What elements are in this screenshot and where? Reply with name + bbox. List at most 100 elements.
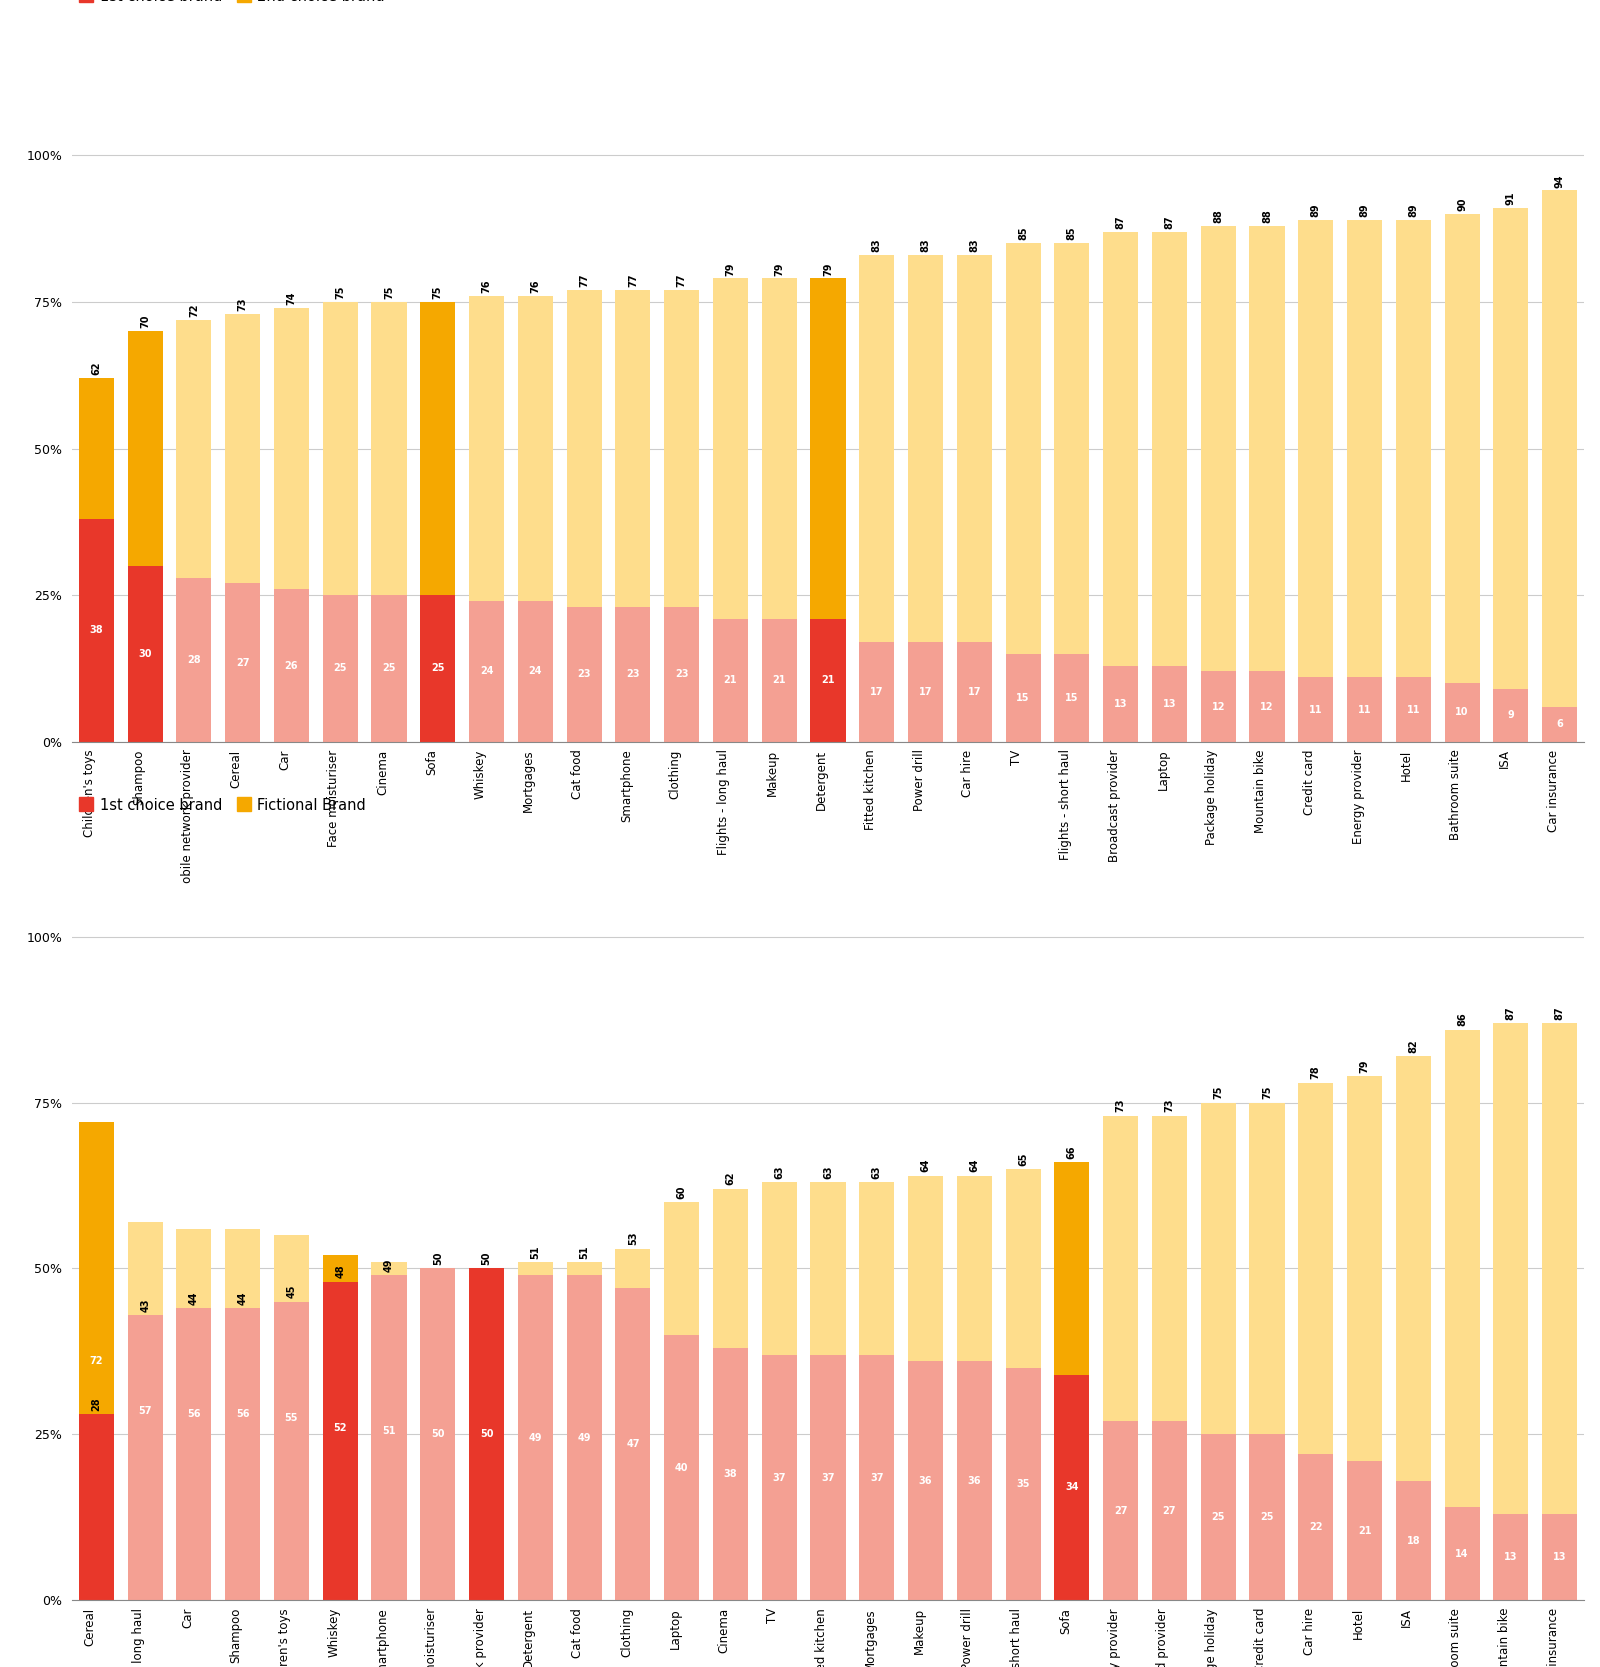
Text: 64: 64 [920, 1159, 931, 1172]
Bar [274, 590, 309, 742]
Bar [226, 1229, 261, 1309]
Text: 87: 87 [1165, 215, 1174, 228]
Bar [811, 278, 845, 618]
Bar [1298, 220, 1333, 677]
Text: 37: 37 [821, 1472, 835, 1482]
Text: 78: 78 [1310, 1065, 1320, 1079]
Bar [371, 302, 406, 595]
Text: 49: 49 [528, 1432, 542, 1442]
Text: 47: 47 [626, 1439, 640, 1449]
Text: 83: 83 [872, 238, 882, 252]
Text: 75: 75 [434, 285, 443, 298]
Text: 18: 18 [1406, 1535, 1421, 1545]
Text: 38: 38 [723, 1469, 738, 1479]
Text: 44: 44 [189, 1292, 198, 1305]
Text: 25: 25 [333, 663, 347, 673]
Text: 50: 50 [480, 1429, 493, 1439]
Text: 89: 89 [1360, 203, 1370, 217]
Text: 70: 70 [141, 315, 150, 328]
Text: 23: 23 [626, 670, 640, 680]
Legend: 1st choice brand, 2nd choice brand: 1st choice brand, 2nd choice brand [80, 0, 384, 3]
Text: 63: 63 [822, 1165, 834, 1179]
Text: 53: 53 [627, 1232, 638, 1245]
Bar [1102, 232, 1138, 665]
Text: 23: 23 [675, 670, 688, 680]
Text: 65: 65 [1018, 1152, 1029, 1165]
Text: 82: 82 [1408, 1039, 1418, 1054]
Text: 10: 10 [1456, 707, 1469, 717]
Bar [616, 607, 651, 742]
Bar [1054, 653, 1090, 742]
Text: 73: 73 [1165, 1099, 1174, 1112]
Bar [128, 565, 163, 742]
Text: 63: 63 [774, 1165, 784, 1179]
Text: 62: 62 [725, 1172, 736, 1185]
Bar [1347, 1075, 1382, 1460]
Bar [811, 618, 845, 742]
Text: 75: 75 [384, 285, 394, 298]
Bar [128, 332, 163, 565]
Text: 76: 76 [482, 280, 491, 293]
Bar [323, 595, 358, 742]
Bar [762, 618, 797, 742]
Bar [566, 1275, 602, 1600]
Bar [1102, 1115, 1138, 1420]
Bar [518, 1275, 554, 1600]
Text: 24: 24 [480, 667, 493, 677]
Text: 88: 88 [1262, 208, 1272, 223]
Bar [762, 278, 797, 618]
Bar [957, 1175, 992, 1362]
Bar [1395, 1480, 1430, 1600]
Bar [226, 583, 261, 742]
Bar [859, 642, 894, 742]
Bar [907, 255, 942, 642]
Text: 57: 57 [139, 1407, 152, 1417]
Bar [714, 1189, 749, 1349]
Bar [176, 577, 211, 742]
Text: 87: 87 [1555, 1005, 1565, 1020]
Text: 56: 56 [235, 1410, 250, 1420]
Text: 85: 85 [1067, 227, 1077, 240]
Bar [469, 297, 504, 602]
Legend: 1st choice brand, Fictional Brand: 1st choice brand, Fictional Brand [80, 797, 366, 812]
Text: 37: 37 [870, 1472, 883, 1482]
Bar [1200, 1434, 1235, 1600]
Text: 66: 66 [1067, 1145, 1077, 1159]
Text: 22: 22 [1309, 1522, 1323, 1532]
Bar [128, 1222, 163, 1315]
Text: 79: 79 [774, 262, 784, 275]
Bar [1054, 243, 1090, 653]
Text: 83: 83 [970, 238, 979, 252]
Text: 25: 25 [382, 663, 395, 673]
Bar [907, 642, 942, 742]
Text: 75: 75 [1213, 1085, 1222, 1099]
Bar [1200, 672, 1235, 742]
Text: 13: 13 [1163, 698, 1176, 708]
Bar [1250, 672, 1285, 742]
Bar [566, 1262, 602, 1275]
Bar [957, 1362, 992, 1600]
Bar [1005, 653, 1040, 742]
Bar [78, 1122, 114, 1415]
Bar [714, 618, 749, 742]
Text: 27: 27 [1114, 1505, 1128, 1515]
Text: 52: 52 [333, 1422, 347, 1432]
Bar [859, 1355, 894, 1600]
Text: 43: 43 [141, 1299, 150, 1312]
Bar [1152, 665, 1187, 742]
Bar [859, 255, 894, 642]
Text: 38: 38 [90, 625, 102, 635]
Bar [274, 308, 309, 590]
Bar [664, 1335, 699, 1600]
Bar [1152, 1420, 1187, 1600]
Text: 14: 14 [1456, 1549, 1469, 1559]
Bar [1298, 677, 1333, 742]
Bar [811, 1355, 845, 1600]
Text: 87: 87 [1115, 215, 1126, 228]
Bar [1250, 225, 1285, 672]
Text: 49: 49 [578, 1432, 590, 1442]
Bar [1347, 1460, 1382, 1600]
Bar [274, 1235, 309, 1302]
Bar [371, 1262, 406, 1600]
Text: 27: 27 [235, 658, 250, 667]
